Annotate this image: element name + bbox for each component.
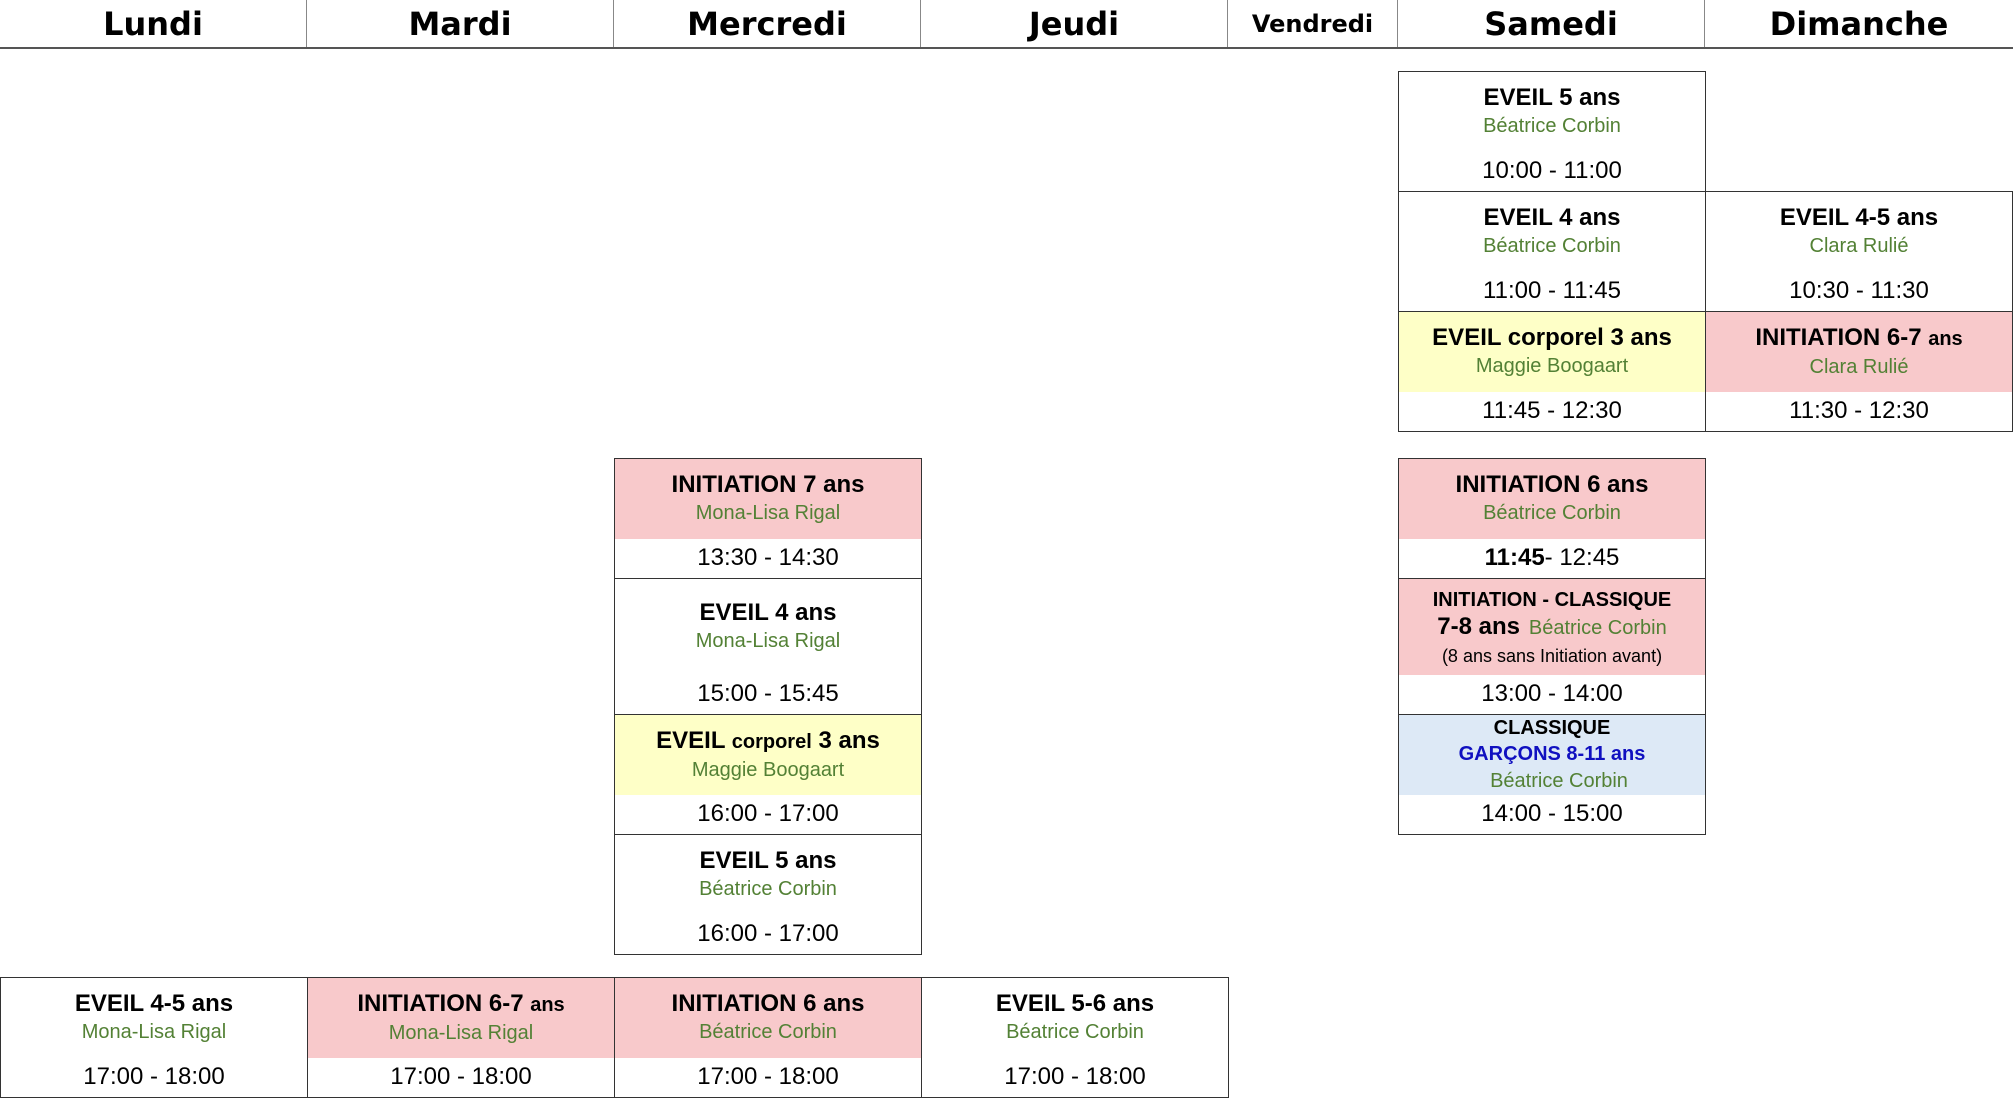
class-time: 15:00 - 15:45 <box>697 680 839 707</box>
day-header-samedi: Samedi <box>1398 0 1705 47</box>
class-time-start: 11:45 <box>1484 544 1545 571</box>
day-header-mercredi: Mercredi <box>614 0 921 47</box>
schedule-header: Lundi Mardi Mercredi Jeudi Vendredi Same… <box>0 0 2013 49</box>
class-teacher: Béatrice Corbin <box>1490 770 1628 792</box>
class-teacher: Béatrice Corbin <box>1483 115 1621 137</box>
day-header-vendredi: Vendredi <box>1228 0 1398 47</box>
class-title: INITIATION 6 ans <box>671 990 865 1017</box>
class-time: 13:00 - 14:00 <box>1481 680 1623 707</box>
class-time: 11:30 - 12:30 <box>1789 397 1929 424</box>
class-title: INITIATION 7 ans <box>671 471 865 498</box>
class-title: EVEIL 5 ans <box>699 847 837 874</box>
class-title-a: EVEIL <box>656 726 726 754</box>
day-header-mardi: Mardi <box>307 0 614 47</box>
class-teacher: Mona-Lisa Rigal <box>388 1021 534 1044</box>
class-title: EVEIL 5 ans <box>1483 84 1621 111</box>
class-title-b: corporel <box>731 730 812 753</box>
class-teacher: Maggie Boogaart <box>691 758 845 781</box>
class-time: 13:30 - 14:30 <box>697 544 839 571</box>
class-time: 17:00 - 18:00 <box>1004 1063 1146 1090</box>
class-cell-mercredi-initiation-6: INITIATION 6 ans Béatrice Corbin 17:00 -… <box>614 977 922 1098</box>
class-teacher: Béatrice Corbin <box>1528 617 1667 639</box>
class-teacher: Béatrice Corbin <box>1006 1021 1144 1043</box>
class-time: 17:00 - 18:00 <box>83 1063 225 1090</box>
class-title: EVEIL corporel 3 ans <box>1432 324 1672 351</box>
class-time: 17:00 - 18:00 <box>390 1063 532 1090</box>
class-title-suffix: ans <box>530 993 565 1016</box>
class-age-row: 7-8 ans Béatrice Corbin <box>1437 613 1666 645</box>
class-cell-samedi-initiation-classique: INITIATION - CLASSIQUE 7-8 ans Béatrice … <box>1398 578 1706 715</box>
class-teacher: Clara Rulié <box>1809 355 1909 378</box>
class-title-main: INITIATION 6-7 <box>357 989 524 1017</box>
class-title-main: INITIATION 6-7 <box>1755 323 1922 351</box>
day-header-lundi: Lundi <box>0 0 307 47</box>
class-time: 11:45 - 12:30 <box>1482 397 1622 424</box>
class-cell-samedi-eveil-corporel: EVEIL corporel 3 ans Maggie Boogaart 11:… <box>1398 311 1706 432</box>
class-teacher: Béatrice Corbin <box>1483 502 1621 524</box>
class-cell-mardi-initiation: INITIATION 6-7 ans Mona-Lisa Rigal 17:00… <box>307 977 615 1098</box>
class-cell-lundi-eveil: EVEIL 4-5 ans Mona-Lisa Rigal 17:00 - 18… <box>0 977 308 1098</box>
class-time: 10:30 - 11:30 <box>1789 277 1929 304</box>
class-teacher: Mona-Lisa Rigal <box>81 1021 227 1043</box>
class-title: EVEIL 5-6 ans <box>995 990 1155 1017</box>
class-title-c: 3 ans <box>818 726 880 754</box>
class-time: 10:00 - 11:00 <box>1482 157 1622 184</box>
class-time: 14:00 - 15:00 <box>1481 800 1623 827</box>
class-title: INITIATION 6 ans <box>1455 471 1649 498</box>
day-header-jeudi: Jeudi <box>921 0 1228 47</box>
class-time: 11:45 - 12:45 <box>1399 538 1705 578</box>
class-cell-mercredi-eveil-4: EVEIL 4 ans Mona-Lisa Rigal 15:00 - 15:4… <box>614 578 922 715</box>
class-title: INITIATION 6-7 ans <box>357 990 564 1019</box>
class-time: 16:00 - 17:00 <box>697 800 839 827</box>
class-title: INITIATION 6-7 ans <box>1755 324 1962 353</box>
class-title: INITIATION - CLASSIQUE <box>1432 589 1672 611</box>
class-teacher: Béatrice Corbin <box>1483 235 1621 257</box>
class-title: EVEIL 4-5 ans <box>74 990 234 1017</box>
class-cell-dimanche-eveil: EVEIL 4-5 ans Clara Rulié 10:30 - 11:30 <box>1705 191 2013 312</box>
class-cell-samedi-classique-garcons: CLASSIQUE GARÇONS 8-11 ans Béatrice Corb… <box>1398 714 1706 835</box>
class-cell-mercredi-eveil-5: EVEIL 5 ans Béatrice Corbin 16:00 - 17:0… <box>614 834 922 955</box>
day-header-dimanche: Dimanche <box>1769 4 1949 43</box>
class-teacher: Maggie Boogaart <box>1475 355 1629 377</box>
class-cell-mercredi-eveil-corporel: EVEIL corporel 3 ans Maggie Boogaart 16:… <box>614 714 922 835</box>
class-title: EVEIL corporel 3 ans <box>656 727 880 756</box>
class-title-suffix: ans <box>1928 327 1963 350</box>
class-age: 7-8 ans <box>1437 613 1520 640</box>
class-subtitle: GARÇONS 8-11 ans <box>1458 743 1646 765</box>
class-cell-dimanche-initiation: INITIATION 6-7 ans Clara Rulié 11:30 - 1… <box>1705 311 2013 432</box>
class-teacher: Béatrice Corbin <box>699 878 837 900</box>
class-title: EVEIL 4 ans <box>1483 204 1621 231</box>
class-teacher: Mona-Lisa Rigal <box>695 630 841 652</box>
class-title: EVEIL 4 ans <box>699 599 837 626</box>
class-cell-samedi-eveil-5: EVEIL 5 ans Béatrice Corbin 10:00 - 11:0… <box>1398 71 1706 192</box>
class-time: 11:00 - 11:45 <box>1483 277 1621 304</box>
class-time: 16:00 - 17:00 <box>697 920 839 947</box>
class-teacher: Mona-Lisa Rigal <box>695 502 841 524</box>
class-teacher: Clara Rulié <box>1809 235 1909 257</box>
class-title: CLASSIQUE <box>1493 717 1611 739</box>
class-cell-samedi-initiation-6: INITIATION 6 ans Béatrice Corbin 11:45 -… <box>1398 458 1706 579</box>
class-time-end: - 12:45 <box>1544 544 1620 571</box>
class-title: EVEIL 4-5 ans <box>1779 204 1939 231</box>
class-cell-samedi-eveil-4: EVEIL 4 ans Béatrice Corbin 11:00 - 11:4… <box>1398 191 1706 312</box>
class-time: 17:00 - 18:00 <box>697 1063 839 1090</box>
class-cell-mercredi-initiation-7: INITIATION 7 ans Mona-Lisa Rigal 13:30 -… <box>614 458 922 579</box>
class-cell-jeudi-eveil: EVEIL 5-6 ans Béatrice Corbin 17:00 - 18… <box>921 977 1229 1098</box>
class-note: (8 ans sans Initiation avant) <box>1441 646 1663 666</box>
class-teacher: Béatrice Corbin <box>699 1021 837 1043</box>
